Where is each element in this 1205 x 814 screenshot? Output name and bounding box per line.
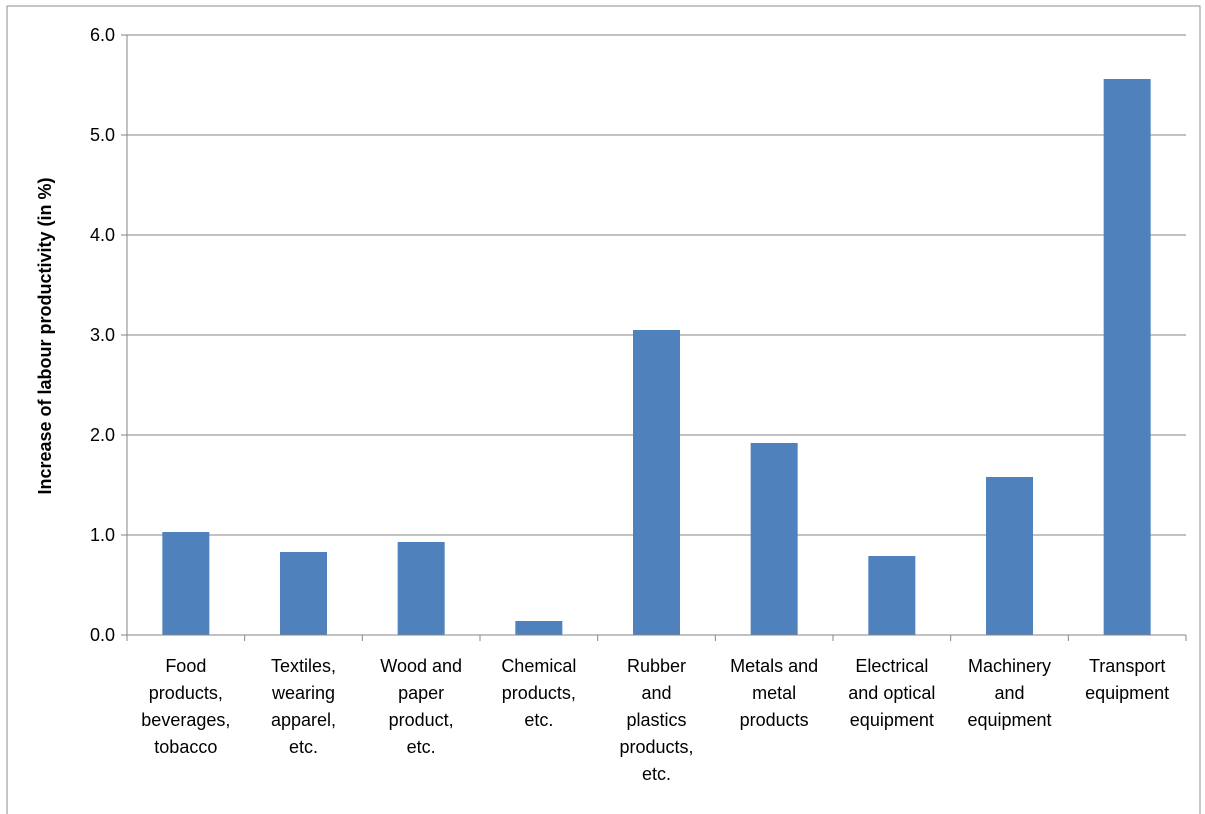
x-category-label-line: Transport <box>1089 656 1165 676</box>
axes <box>121 34 1187 641</box>
x-category-label-line: equipment <box>1085 683 1169 703</box>
y-tick-label: 1.0 <box>90 525 115 545</box>
x-category-label: Transport equipment <box>1085 656 1169 703</box>
x-category-label-line: products, <box>502 683 576 703</box>
bars <box>162 79 1151 635</box>
x-category-label-line: apparel, <box>271 710 336 730</box>
x-category-label: Textiles, wearing apparel, etc. <box>271 656 336 757</box>
x-category-label-line: and optical <box>848 683 935 703</box>
x-category-label: Wood and paper product, etc. <box>380 656 462 757</box>
x-category-label-line: etc. <box>407 737 436 757</box>
bar <box>162 532 210 635</box>
bar <box>1103 79 1151 635</box>
x-category-label: Rubber and plastics products, etc. <box>619 656 693 784</box>
x-category-label-line: Textiles, <box>271 656 336 676</box>
x-category-label-line: products, <box>149 683 223 703</box>
y-tick-label: 3.0 <box>90 325 115 345</box>
x-category-label-line: etc. <box>524 710 553 730</box>
x-category-label-line: Electrical <box>855 656 928 676</box>
y-tick-label: 6.0 <box>90 25 115 45</box>
bar <box>633 330 680 635</box>
x-category-label-line: Wood and <box>380 656 462 676</box>
bar <box>515 621 563 635</box>
x-category-label-line: and <box>994 683 1024 703</box>
x-category-label-line: equipment <box>850 710 934 730</box>
x-category-label: Electrical and optical equipment <box>848 656 935 730</box>
x-category-label-line: products <box>740 710 809 730</box>
y-tick-label: 2.0 <box>90 425 115 445</box>
x-category-label-line: Rubber <box>627 656 686 676</box>
x-category-label-line: tobacco <box>154 737 217 757</box>
x-category-label-line: Food <box>165 656 206 676</box>
x-category-label-line: and <box>641 683 671 703</box>
x-category-label: Food products, beverages, tobacco <box>141 656 230 757</box>
x-category-label-line: wearing <box>271 683 335 703</box>
bar <box>397 542 445 635</box>
x-category-label-line: etc. <box>642 764 671 784</box>
x-category-label-line: etc. <box>289 737 318 757</box>
x-category-label-line: metal <box>752 683 796 703</box>
x-category-label-line: Metals and <box>730 656 818 676</box>
bar <box>986 477 1033 635</box>
x-category-label-line: equipment <box>967 710 1051 730</box>
bar <box>280 552 327 635</box>
y-axis-title: Increase of labour productivity (in %) <box>35 177 55 494</box>
y-tick-label: 4.0 <box>90 225 115 245</box>
x-category-label-line: plastics <box>626 710 686 730</box>
y-tick-label: 0.0 <box>90 625 115 645</box>
x-category-label: Machinery and equipment <box>967 656 1051 730</box>
chart-border <box>6 5 1201 814</box>
x-category-label: Chemical products, etc. <box>501 656 576 730</box>
bar <box>750 443 798 635</box>
bar <box>868 556 916 635</box>
labels: 0.0 1.0 2.0 3.0 4.0 5.0 6.0 Food products, bevera… <box>90 25 1169 784</box>
x-category-label: Metals and metal products <box>730 656 818 730</box>
x-category-label-line: Machinery <box>968 656 1051 676</box>
x-category-label-line: Chemical <box>501 656 576 676</box>
x-category-label-line: paper <box>398 683 444 703</box>
x-category-label-line: beverages, <box>141 710 230 730</box>
y-tick-label: 5.0 <box>90 125 115 145</box>
x-category-label-line: products, <box>619 737 693 757</box>
x-category-label-line: product, <box>389 710 454 730</box>
